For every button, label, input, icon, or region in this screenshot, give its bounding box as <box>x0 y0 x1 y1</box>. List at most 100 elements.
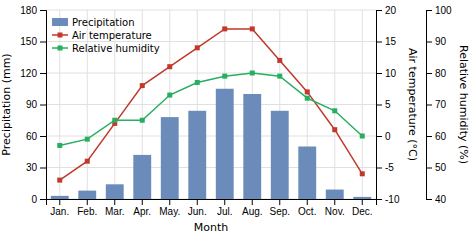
tick-label: Jul. <box>217 206 233 217</box>
tick-mark <box>362 199 363 205</box>
legend-label: Relative humidity <box>72 43 160 54</box>
tick-mark <box>40 136 46 137</box>
line <box>60 73 363 145</box>
tick-mark <box>279 199 280 205</box>
tick: 80 <box>426 68 447 79</box>
axis-title: Relative humidity (%) <box>457 45 470 164</box>
tick-label: 70 <box>435 99 447 110</box>
tick-mark <box>426 199 432 200</box>
tick-mark <box>59 199 60 205</box>
axis-title: Precipitation (mm) <box>0 53 13 155</box>
tick-mark <box>376 42 382 43</box>
tick: 60 <box>426 131 447 142</box>
marker <box>222 74 227 79</box>
tick-label: 180 <box>20 5 37 16</box>
tick-mark <box>426 168 432 169</box>
y-axis: 0 30 60 90 120 150 180 <box>20 5 46 205</box>
marker <box>85 137 90 142</box>
legend: Precipitation Air temperature Relative hum… <box>52 17 160 54</box>
tick-mark <box>376 168 382 169</box>
marker <box>277 74 282 79</box>
tick: 70 <box>426 99 447 110</box>
tick-mark <box>376 10 382 11</box>
tick: Oct. <box>298 199 316 217</box>
tick-mark <box>376 199 382 200</box>
line-series <box>57 71 365 148</box>
tick-label: Apr. <box>133 206 151 217</box>
tick-label: 100 <box>435 5 452 16</box>
bar <box>133 155 151 199</box>
tick: 90 <box>26 99 46 110</box>
marker <box>305 96 310 101</box>
grid-line <box>59 10 60 199</box>
tick: Apr. <box>133 199 151 217</box>
axis-line <box>47 200 377 206</box>
tick-mark <box>426 73 432 74</box>
tick: Jun. <box>188 199 207 217</box>
tick: 0 <box>31 194 46 205</box>
tick-label: Dec. <box>352 206 373 217</box>
tick-label: 60 <box>26 131 38 142</box>
axis-title: Air temperature (°C) <box>406 48 419 161</box>
tick-label: 0 <box>385 131 391 142</box>
marker <box>57 178 62 183</box>
tick-label: 5 <box>385 99 391 110</box>
tick: 100 <box>426 5 452 16</box>
tick: Sep. <box>269 199 290 217</box>
tick-mark <box>40 168 46 169</box>
axis-line <box>427 11 433 200</box>
legend-label: Precipitation <box>72 17 135 28</box>
tick: 15 <box>376 36 397 47</box>
y3-axis: 405060708090100 <box>426 5 452 205</box>
chart: Jan.Feb.Mar.Apr.May.Jun.Jul.Aug.Sep.Oct.… <box>0 0 474 237</box>
bar <box>78 191 96 199</box>
marker <box>277 58 282 63</box>
grid <box>46 10 376 199</box>
tick-mark <box>87 199 88 205</box>
tick-label: 50 <box>435 162 447 173</box>
legend-swatch <box>52 18 68 26</box>
marker <box>140 83 145 88</box>
legend-label: Air temperature <box>72 30 152 41</box>
legend-marker <box>58 46 63 51</box>
tick: 0 <box>376 131 391 142</box>
tick-mark <box>40 42 46 43</box>
marker <box>332 127 337 132</box>
marker <box>305 89 310 94</box>
tick-mark <box>169 199 170 205</box>
tick: 150 <box>20 36 46 47</box>
grid-line <box>46 167 376 168</box>
y2-axis: -10-505101520 <box>376 5 400 205</box>
tick-mark <box>376 105 382 106</box>
marker <box>250 71 255 76</box>
tick-label: 90 <box>26 99 38 110</box>
legend-marker <box>58 33 63 38</box>
tick-label: Feb. <box>77 206 97 217</box>
tick-mark <box>40 10 46 11</box>
marker <box>250 26 255 31</box>
axis-line <box>377 11 383 200</box>
tick: -10 <box>376 194 400 205</box>
bar <box>326 190 344 199</box>
tick-mark <box>252 199 253 205</box>
grid-line <box>362 10 363 199</box>
tick-label: Jun. <box>188 206 207 217</box>
marker <box>332 108 337 113</box>
tick-label: 15 <box>385 36 397 47</box>
tick-label: Sep. <box>269 206 290 217</box>
tick-label: May. <box>159 206 180 217</box>
bar <box>353 197 371 199</box>
tick-mark <box>40 105 46 106</box>
tick-label: 0 <box>31 194 37 205</box>
tick: Mar. <box>105 199 124 217</box>
tick: Dec. <box>352 199 373 217</box>
tick-mark <box>142 199 143 205</box>
marker <box>360 171 365 176</box>
tick: 120 <box>20 68 46 79</box>
tick-label: 30 <box>26 162 38 173</box>
tick: 40 <box>426 194 447 205</box>
grid-line <box>334 10 335 199</box>
tick: 50 <box>426 162 447 173</box>
line-series <box>57 26 365 182</box>
tick-label: 20 <box>385 5 397 16</box>
